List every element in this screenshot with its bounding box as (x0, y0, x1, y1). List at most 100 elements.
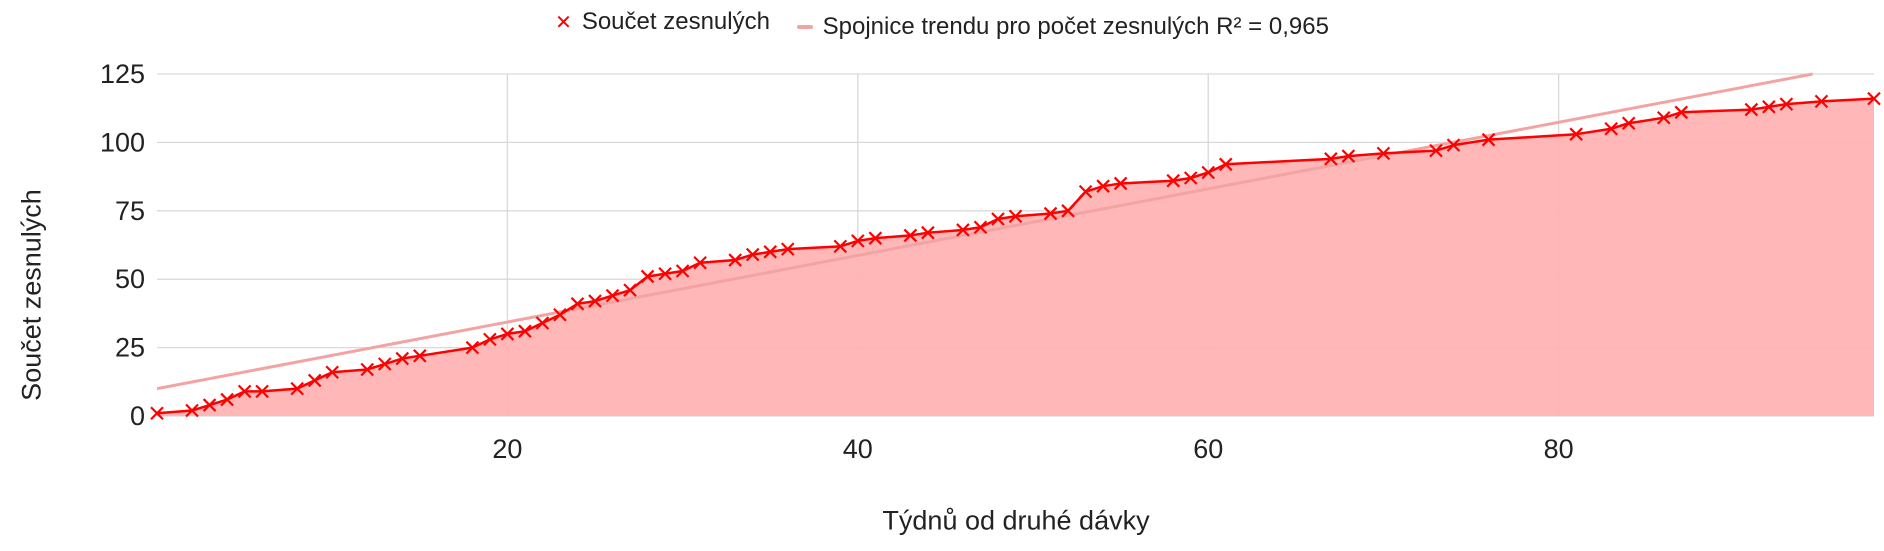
y-tick-label: 75 (115, 196, 145, 226)
marker-stroke (1481, 132, 1496, 147)
marker-stroke (921, 225, 935, 240)
marker-stroke (307, 373, 322, 388)
data-point-marker (518, 324, 532, 338)
data-point-marker (1218, 157, 1233, 172)
marker-stroke (290, 381, 304, 396)
data-point-marker (868, 231, 883, 245)
data-point-marker (185, 403, 199, 418)
marker-stroke (1656, 110, 1671, 125)
marker-stroke (1166, 173, 1180, 188)
marker-stroke (1762, 100, 1776, 114)
data-point-marker (833, 239, 848, 254)
marker-stroke (833, 239, 848, 254)
data-point-marker (500, 327, 515, 341)
series-area (157, 98, 1874, 417)
marker-stroke (1814, 94, 1829, 109)
data-point-marker (1078, 184, 1093, 199)
data-point-marker (150, 406, 164, 421)
data-point-marker (1341, 149, 1356, 163)
data-point-marker (1043, 206, 1058, 221)
data-point-marker (1113, 176, 1128, 191)
data-point-marker (1429, 143, 1443, 158)
marker-stroke (956, 223, 970, 237)
marker-stroke (1183, 171, 1198, 185)
x-tick-label: 20 (492, 434, 522, 464)
data-point-marker (693, 256, 707, 270)
data-point-marker (588, 294, 602, 308)
y-tick-label: 125 (100, 59, 145, 89)
marker-stroke (202, 398, 217, 412)
data-point-marker (1376, 146, 1391, 161)
data-point-marker (623, 283, 637, 297)
data-point-marker (1621, 116, 1636, 131)
marker-stroke (588, 294, 602, 308)
marker-stroke (693, 256, 707, 270)
marker-stroke (1096, 179, 1110, 193)
data-point-marker (1183, 171, 1198, 185)
marker-stroke (851, 234, 865, 248)
marker-stroke (991, 212, 1005, 226)
x-tick-label: 40 (843, 434, 873, 464)
marker-stroke (973, 220, 988, 234)
marker-stroke (1113, 176, 1128, 191)
data-point-marker (991, 212, 1005, 226)
data-point-marker (728, 253, 742, 267)
data-point-marker (1061, 204, 1075, 218)
data-point-marker (956, 223, 970, 237)
marker-stroke (150, 406, 164, 421)
legend-label-series: Součet zesnulých (581, 8, 770, 35)
marker-stroke (1674, 105, 1689, 120)
data-point-marker (570, 297, 585, 311)
marker-stroke (1569, 127, 1583, 141)
data-point-marker (1779, 97, 1794, 111)
data-point-marker (307, 373, 322, 388)
data-point-marker (973, 220, 988, 234)
data-point-marker (1604, 121, 1618, 136)
marker-stroke (658, 266, 672, 281)
marker-stroke (395, 351, 410, 366)
data-point-marker (483, 332, 497, 347)
x-axis-title: Týdnů od druhé dávky (882, 505, 1150, 536)
data-point-marker (1446, 138, 1461, 152)
legend-item-series: ✕ Součet zesnulých (555, 8, 770, 36)
marker-stroke (518, 324, 532, 338)
data-point-marker (360, 362, 375, 377)
marker-stroke (220, 392, 234, 407)
x-tick-label: 60 (1193, 434, 1223, 464)
marker-stroke (237, 384, 252, 399)
data-point-marker (745, 247, 760, 262)
data-point-marker (1201, 165, 1216, 180)
marker-stroke (903, 228, 918, 243)
marker-stroke (745, 247, 760, 262)
data-point-marker (1656, 110, 1671, 125)
marker-stroke (728, 253, 742, 267)
marker-stroke (623, 283, 637, 297)
marker-stroke (1201, 165, 1216, 180)
marker-stroke (1779, 97, 1794, 111)
data-point-marker (465, 340, 480, 355)
marker-stroke (553, 307, 567, 322)
data-point-marker (1096, 179, 1110, 193)
data-point-marker (1166, 173, 1180, 188)
marker-stroke (483, 332, 497, 347)
trendline-swatch-icon (796, 25, 813, 29)
legend-label-trendline: Spojnice trendu pro počet zesnulých R² =… (822, 13, 1329, 40)
y-tick-label: 0 (130, 401, 145, 431)
data-point-marker (325, 365, 339, 380)
data-point-marker (553, 307, 567, 322)
data-point-marker (1569, 127, 1583, 141)
marker-stroke (1621, 116, 1636, 131)
marker-stroke (1446, 138, 1461, 152)
marker-stroke (640, 269, 655, 284)
marker-stroke (1324, 152, 1338, 166)
data-point-marker (395, 351, 410, 366)
data-point-marker (1324, 152, 1338, 166)
data-point-marker (851, 234, 865, 248)
marker-stroke (1008, 209, 1023, 224)
data-point-marker (763, 245, 777, 259)
marker-stroke (465, 340, 480, 355)
marker-stroke (360, 362, 375, 377)
data-point-marker (202, 398, 217, 412)
legend-item-trendline: Spojnice trendu pro počet zesnulých R² =… (796, 13, 1329, 41)
